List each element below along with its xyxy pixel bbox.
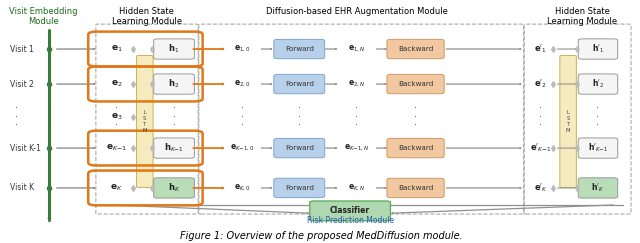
FancyBboxPatch shape <box>387 39 444 59</box>
Text: $\mathbf{e}'_{K{-}1}$: $\mathbf{e}'_{K{-}1}$ <box>530 142 552 154</box>
FancyBboxPatch shape <box>274 139 324 158</box>
Text: ·
·
·: · · · <box>173 103 175 130</box>
Text: Diffusion-based EHR Augmentation Module: Diffusion-based EHR Augmentation Module <box>266 7 447 16</box>
Text: $\mathbf{e}_{K{-}1,N}$: $\mathbf{e}_{K{-}1,N}$ <box>344 143 369 153</box>
FancyBboxPatch shape <box>154 178 195 198</box>
Text: L
S
T
M: L S T M <box>566 110 570 133</box>
Text: ·
·
·: · · · <box>596 103 600 130</box>
Text: $\mathbf{e}_{1,N}$: $\mathbf{e}_{1,N}$ <box>348 44 365 54</box>
FancyBboxPatch shape <box>579 178 618 198</box>
Text: Backward: Backward <box>398 145 433 151</box>
Text: $\mathbf{h}_1$: $\mathbf{h}_1$ <box>168 43 180 55</box>
Text: Forward: Forward <box>285 145 314 151</box>
Text: L
S
T
M: L S T M <box>143 110 147 133</box>
Text: Hidden State
Learning Module: Hidden State Learning Module <box>547 7 617 26</box>
Text: Forward: Forward <box>285 46 314 52</box>
FancyBboxPatch shape <box>310 201 390 221</box>
Text: ·
·
·: · · · <box>115 103 118 130</box>
Text: Backward: Backward <box>398 185 433 191</box>
Text: $\mathbf{e}_3$: $\mathbf{e}_3$ <box>111 112 123 122</box>
Text: $\mathbf{e}'_1$: $\mathbf{e}'_1$ <box>534 43 547 55</box>
FancyBboxPatch shape <box>579 74 618 94</box>
Text: Forward: Forward <box>285 81 314 87</box>
Text: $\mathbf{h}_{K{-}1}$: $\mathbf{h}_{K{-}1}$ <box>164 142 184 154</box>
Text: ·
·
·: · · · <box>355 103 358 130</box>
FancyBboxPatch shape <box>387 178 444 198</box>
Text: $\mathbf{e}'_2$: $\mathbf{e}'_2$ <box>534 78 547 90</box>
Text: Risk Prediction Module: Risk Prediction Module <box>307 216 394 225</box>
Text: $\mathbf{e}_{K{-}1,0}$: $\mathbf{e}_{K{-}1,0}$ <box>230 143 254 153</box>
Text: ·
·
·: · · · <box>15 103 18 130</box>
Text: Visit 2: Visit 2 <box>10 79 34 88</box>
Text: $\mathbf{h}'_{K}$: $\mathbf{h}'_{K}$ <box>591 182 605 194</box>
Text: Forward: Forward <box>285 185 314 191</box>
Text: ·
·
·: · · · <box>241 103 244 130</box>
FancyBboxPatch shape <box>387 74 444 94</box>
Text: Classifier: Classifier <box>330 206 370 215</box>
Text: $\mathbf{h}'_1$: $\mathbf{h}'_1$ <box>592 43 604 55</box>
Text: ·
·
·: · · · <box>48 103 51 130</box>
Text: $\mathbf{e}'_{K}$: $\mathbf{e}'_{K}$ <box>534 182 548 194</box>
Text: Visit Embedding
Module: Visit Embedding Module <box>10 7 78 26</box>
Text: $\mathbf{e}_{1,0}$: $\mathbf{e}_{1,0}$ <box>234 44 250 54</box>
Text: $\mathbf{e}_{2,N}$: $\mathbf{e}_{2,N}$ <box>348 79 365 89</box>
Text: Hidden State
Learning Module: Hidden State Learning Module <box>111 7 182 26</box>
Text: $\mathbf{h}_{K}$: $\mathbf{h}_{K}$ <box>168 182 180 194</box>
Text: $\mathbf{h}'_2$: $\mathbf{h}'_2$ <box>592 78 604 90</box>
Text: $\mathbf{h}'_{K{-}1}$: $\mathbf{h}'_{K{-}1}$ <box>588 142 608 154</box>
Text: Visit 1: Visit 1 <box>10 44 34 53</box>
FancyBboxPatch shape <box>387 139 444 158</box>
Text: ·
·
·: · · · <box>414 103 417 130</box>
Text: $\mathbf{e}_2$: $\mathbf{e}_2$ <box>111 79 123 89</box>
Text: Visit K: Visit K <box>10 183 34 192</box>
Text: $\mathbf{h}_2$: $\mathbf{h}_2$ <box>168 78 180 90</box>
Text: Figure 1: Overview of the proposed MedDiffusion module.: Figure 1: Overview of the proposed MedDi… <box>180 231 463 241</box>
Text: $\mathbf{e}_{K,N}$: $\mathbf{e}_{K,N}$ <box>348 183 365 193</box>
FancyBboxPatch shape <box>274 39 324 59</box>
Text: Backward: Backward <box>398 46 433 52</box>
FancyBboxPatch shape <box>579 39 618 59</box>
Text: $\mathbf{e}_{K}$: $\mathbf{e}_{K}$ <box>111 183 124 193</box>
Text: $\mathbf{e}_1$: $\mathbf{e}_1$ <box>111 44 123 54</box>
FancyBboxPatch shape <box>274 74 324 94</box>
Text: $\mathbf{e}_{K,0}$: $\mathbf{e}_{K,0}$ <box>234 183 250 193</box>
Text: $\mathbf{e}_{2,0}$: $\mathbf{e}_{2,0}$ <box>234 79 250 89</box>
FancyBboxPatch shape <box>154 74 195 94</box>
Text: Backward: Backward <box>398 81 433 87</box>
FancyBboxPatch shape <box>579 138 618 158</box>
FancyBboxPatch shape <box>154 138 195 158</box>
FancyBboxPatch shape <box>154 39 195 59</box>
Text: $\mathbf{e}_{K{-}1}$: $\mathbf{e}_{K{-}1}$ <box>106 143 127 153</box>
Text: Visit K-1: Visit K-1 <box>10 144 41 153</box>
Text: ·
·
·: · · · <box>298 103 301 130</box>
FancyBboxPatch shape <box>560 56 577 187</box>
Text: ·
·
·: · · · <box>540 103 542 130</box>
FancyBboxPatch shape <box>136 56 153 187</box>
FancyBboxPatch shape <box>274 178 324 198</box>
